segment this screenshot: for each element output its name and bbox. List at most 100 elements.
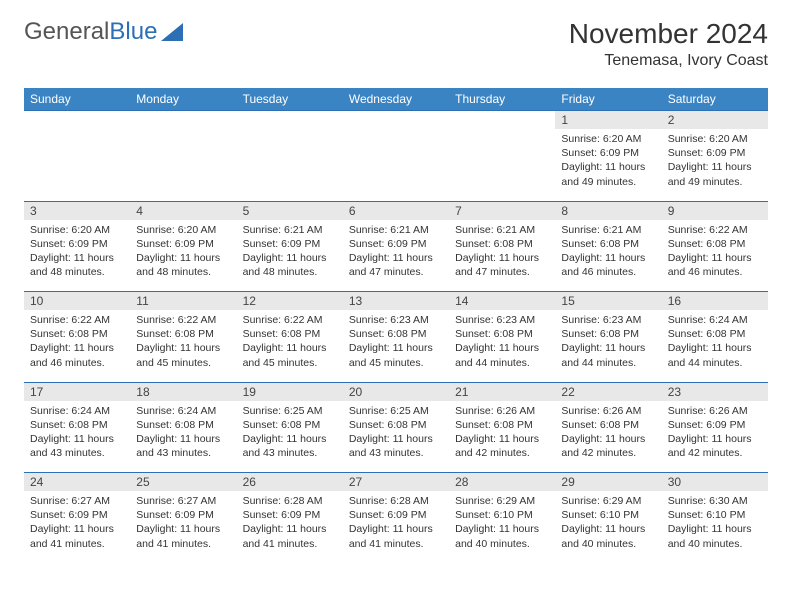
- day-content-row: Sunrise: 6:20 AMSunset: 6:09 PMDaylight:…: [24, 129, 768, 201]
- day-number-cell: 13: [343, 292, 449, 311]
- day-number-cell: 9: [662, 201, 768, 220]
- day-content-cell: [449, 129, 555, 201]
- sunset-text: Sunset: 6:08 PM: [455, 237, 549, 251]
- day-number-row: 24252627282930: [24, 473, 768, 492]
- day-content-cell: Sunrise: 6:30 AMSunset: 6:10 PMDaylight:…: [662, 491, 768, 563]
- day-content-cell: Sunrise: 6:23 AMSunset: 6:08 PMDaylight:…: [555, 310, 661, 382]
- sunrise-text: Sunrise: 6:23 AM: [349, 313, 443, 327]
- day-content-cell: [24, 129, 130, 201]
- daylight-text: Daylight: 11 hours and 49 minutes.: [561, 160, 655, 188]
- day-number-cell: 30: [662, 473, 768, 492]
- sunrise-text: Sunrise: 6:21 AM: [243, 223, 337, 237]
- day-number-cell: 24: [24, 473, 130, 492]
- day-number-cell: [24, 111, 130, 130]
- day-number-cell: 17: [24, 382, 130, 401]
- sunset-text: Sunset: 6:08 PM: [668, 327, 762, 341]
- daylight-text: Daylight: 11 hours and 42 minutes.: [561, 432, 655, 460]
- day-content-row: Sunrise: 6:24 AMSunset: 6:08 PMDaylight:…: [24, 401, 768, 473]
- sunset-text: Sunset: 6:08 PM: [455, 327, 549, 341]
- sunset-text: Sunset: 6:09 PM: [668, 146, 762, 160]
- day-header: Thursday: [449, 88, 555, 111]
- sunset-text: Sunset: 6:10 PM: [668, 508, 762, 522]
- sunrise-text: Sunrise: 6:29 AM: [455, 494, 549, 508]
- daylight-text: Daylight: 11 hours and 48 minutes.: [136, 251, 230, 279]
- sunrise-text: Sunrise: 6:22 AM: [30, 313, 124, 327]
- day-number-cell: 27: [343, 473, 449, 492]
- logo-text-1: General: [24, 18, 109, 46]
- day-content-cell: Sunrise: 6:24 AMSunset: 6:08 PMDaylight:…: [130, 401, 236, 473]
- daylight-text: Daylight: 11 hours and 43 minutes.: [30, 432, 124, 460]
- daylight-text: Daylight: 11 hours and 46 minutes.: [668, 251, 762, 279]
- day-number-cell: 26: [237, 473, 343, 492]
- daylight-text: Daylight: 11 hours and 42 minutes.: [668, 432, 762, 460]
- day-content-cell: [237, 129, 343, 201]
- day-header-row: Sunday Monday Tuesday Wednesday Thursday…: [24, 88, 768, 111]
- day-content-cell: Sunrise: 6:20 AMSunset: 6:09 PMDaylight:…: [24, 220, 130, 292]
- sunrise-text: Sunrise: 6:21 AM: [561, 223, 655, 237]
- day-number-cell: 12: [237, 292, 343, 311]
- day-number-cell: 19: [237, 382, 343, 401]
- sunset-text: Sunset: 6:08 PM: [243, 418, 337, 432]
- day-content-cell: Sunrise: 6:22 AMSunset: 6:08 PMDaylight:…: [237, 310, 343, 382]
- day-content-row: Sunrise: 6:27 AMSunset: 6:09 PMDaylight:…: [24, 491, 768, 563]
- sunrise-text: Sunrise: 6:26 AM: [455, 404, 549, 418]
- day-content-cell: Sunrise: 6:22 AMSunset: 6:08 PMDaylight:…: [130, 310, 236, 382]
- day-content-cell: [343, 129, 449, 201]
- sunset-text: Sunset: 6:10 PM: [455, 508, 549, 522]
- day-content-cell: Sunrise: 6:23 AMSunset: 6:08 PMDaylight:…: [343, 310, 449, 382]
- sunrise-text: Sunrise: 6:20 AM: [668, 132, 762, 146]
- day-number-cell: [237, 111, 343, 130]
- day-number-cell: 15: [555, 292, 661, 311]
- sunset-text: Sunset: 6:09 PM: [243, 237, 337, 251]
- daylight-text: Daylight: 11 hours and 48 minutes.: [30, 251, 124, 279]
- day-content-cell: Sunrise: 6:22 AMSunset: 6:08 PMDaylight:…: [24, 310, 130, 382]
- day-content-cell: Sunrise: 6:26 AMSunset: 6:09 PMDaylight:…: [662, 401, 768, 473]
- day-header: Wednesday: [343, 88, 449, 111]
- day-content-cell: Sunrise: 6:28 AMSunset: 6:09 PMDaylight:…: [343, 491, 449, 563]
- sunset-text: Sunset: 6:09 PM: [30, 508, 124, 522]
- day-number-cell: 20: [343, 382, 449, 401]
- daylight-text: Daylight: 11 hours and 40 minutes.: [455, 522, 549, 550]
- day-header: Friday: [555, 88, 661, 111]
- sunrise-text: Sunrise: 6:28 AM: [243, 494, 337, 508]
- day-number-cell: 28: [449, 473, 555, 492]
- daylight-text: Daylight: 11 hours and 44 minutes.: [455, 341, 549, 369]
- sunrise-text: Sunrise: 6:23 AM: [455, 313, 549, 327]
- sunset-text: Sunset: 6:09 PM: [561, 146, 655, 160]
- sunrise-text: Sunrise: 6:26 AM: [561, 404, 655, 418]
- daylight-text: Daylight: 11 hours and 41 minutes.: [136, 522, 230, 550]
- daylight-text: Daylight: 11 hours and 42 minutes.: [455, 432, 549, 460]
- daylight-text: Daylight: 11 hours and 46 minutes.: [30, 341, 124, 369]
- sunset-text: Sunset: 6:09 PM: [136, 237, 230, 251]
- sunrise-text: Sunrise: 6:24 AM: [136, 404, 230, 418]
- day-content-cell: Sunrise: 6:29 AMSunset: 6:10 PMDaylight:…: [449, 491, 555, 563]
- logo-triangle-icon: [161, 23, 183, 41]
- sunrise-text: Sunrise: 6:21 AM: [455, 223, 549, 237]
- sunrise-text: Sunrise: 6:21 AM: [349, 223, 443, 237]
- logo: GeneralBlue: [24, 18, 183, 46]
- day-number-row: 12: [24, 111, 768, 130]
- sunset-text: Sunset: 6:08 PM: [561, 327, 655, 341]
- day-content-cell: Sunrise: 6:22 AMSunset: 6:08 PMDaylight:…: [662, 220, 768, 292]
- sunset-text: Sunset: 6:08 PM: [561, 418, 655, 432]
- daylight-text: Daylight: 11 hours and 40 minutes.: [668, 522, 762, 550]
- sunrise-text: Sunrise: 6:27 AM: [136, 494, 230, 508]
- daylight-text: Daylight: 11 hours and 41 minutes.: [30, 522, 124, 550]
- day-number-cell: 14: [449, 292, 555, 311]
- day-header: Sunday: [24, 88, 130, 111]
- sunset-text: Sunset: 6:08 PM: [455, 418, 549, 432]
- sunset-text: Sunset: 6:08 PM: [668, 237, 762, 251]
- day-content-cell: Sunrise: 6:28 AMSunset: 6:09 PMDaylight:…: [237, 491, 343, 563]
- day-content-cell: [130, 129, 236, 201]
- day-content-cell: Sunrise: 6:26 AMSunset: 6:08 PMDaylight:…: [449, 401, 555, 473]
- day-number-cell: 1: [555, 111, 661, 130]
- sunset-text: Sunset: 6:10 PM: [561, 508, 655, 522]
- day-content-cell: Sunrise: 6:21 AMSunset: 6:09 PMDaylight:…: [343, 220, 449, 292]
- sunrise-text: Sunrise: 6:22 AM: [243, 313, 337, 327]
- day-number-cell: [343, 111, 449, 130]
- sunset-text: Sunset: 6:08 PM: [349, 327, 443, 341]
- sunset-text: Sunset: 6:09 PM: [136, 508, 230, 522]
- sunrise-text: Sunrise: 6:22 AM: [668, 223, 762, 237]
- sunrise-text: Sunrise: 6:23 AM: [561, 313, 655, 327]
- daylight-text: Daylight: 11 hours and 47 minutes.: [349, 251, 443, 279]
